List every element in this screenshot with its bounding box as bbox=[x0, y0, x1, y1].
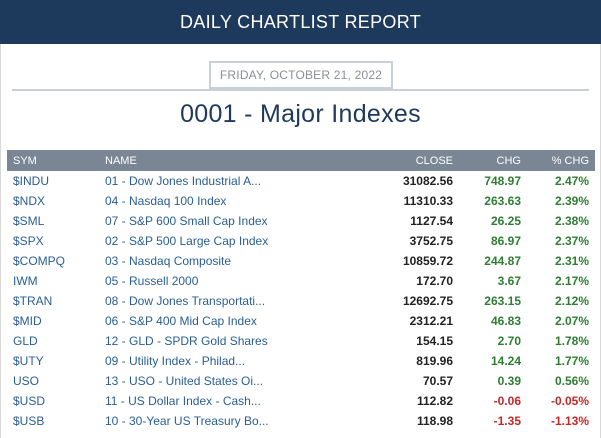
change-value: 263.63 bbox=[484, 194, 521, 208]
table-row[interactable]: $UTY 09 - Utility Index - Philad... 819.96… bbox=[7, 351, 595, 371]
index-name-link[interactable]: 06 - S&P 400 Mid Cap Index bbox=[105, 314, 257, 328]
symbol-link[interactable]: $COMPQ bbox=[13, 254, 66, 268]
percent-change-value: 2.31% bbox=[554, 254, 589, 268]
close-value: 819.96 bbox=[416, 354, 453, 368]
table-row[interactable]: $NDX 04 - Nasdaq 100 Index 11310.33 263.63 2… bbox=[7, 191, 595, 211]
change-value: 748.97 bbox=[484, 174, 521, 188]
symbol-link[interactable]: GLD bbox=[13, 334, 38, 348]
close-value: 11310.33 bbox=[403, 194, 453, 208]
index-name-link[interactable]: 10 - 30-Year US Treasury Bo... bbox=[105, 414, 269, 428]
table-row[interactable]: IWM 05 - Russell 2000 172.70 3.67 2.17% bbox=[7, 271, 595, 291]
date-divider bbox=[12, 89, 589, 91]
symbol-link[interactable]: $UTY bbox=[13, 354, 44, 368]
change-value: 244.87 bbox=[484, 254, 521, 268]
table-row[interactable]: $TRAN 08 - Dow Jones Transportati... 12692… bbox=[7, 291, 595, 311]
symbol-link[interactable]: $INDU bbox=[13, 174, 50, 188]
index-name-link[interactable]: 04 - Nasdaq 100 Index bbox=[105, 194, 227, 208]
table-row[interactable]: GLD 12 - GLD - SPDR Gold Shares 154.15 2.70… bbox=[7, 331, 595, 351]
change-value: 86.97 bbox=[490, 234, 521, 248]
column-header-close[interactable]: CLOSE bbox=[415, 154, 453, 167]
percent-change-value: -1.13% bbox=[550, 414, 589, 428]
percent-change-value: 0.56% bbox=[554, 374, 589, 388]
close-value: 31082.56 bbox=[402, 174, 453, 188]
percent-change-value: 1.78% bbox=[554, 334, 589, 348]
close-value: 118.98 bbox=[416, 414, 453, 428]
close-value: 2312.21 bbox=[409, 314, 453, 328]
index-name-link[interactable]: 05 - Russell 2000 bbox=[105, 274, 199, 288]
column-header-chg[interactable]: CHG bbox=[496, 154, 521, 167]
symbol-link[interactable]: IWM bbox=[13, 274, 38, 288]
index-name-link[interactable]: 01 - Dow Jones Industrial A... bbox=[105, 174, 262, 188]
change-value: 14.24 bbox=[490, 354, 521, 368]
close-value: 112.82 bbox=[416, 394, 453, 408]
index-name-link[interactable]: 02 - S&P 500 Large Cap Index bbox=[105, 234, 269, 248]
percent-change-value: 2.39% bbox=[554, 194, 589, 208]
close-value: 10859.72 bbox=[402, 254, 453, 268]
percent-change-value: 1.77% bbox=[554, 354, 589, 368]
percent-change-value: 2.37% bbox=[554, 234, 589, 248]
close-value: 1127.54 bbox=[410, 214, 453, 228]
change-value: 3.67 bbox=[497, 274, 521, 288]
index-name-link[interactable]: 07 - S&P 600 Small Cap Index bbox=[105, 214, 268, 228]
table-row[interactable]: $COMPQ 03 - Nasdaq Composite 10859.72 244.8… bbox=[7, 251, 595, 271]
table-row[interactable]: $USB 10 - 30-Year US Treasury Bo... 118.98… bbox=[7, 411, 595, 431]
index-name-link[interactable]: 12 - GLD - SPDR Gold Shares bbox=[105, 334, 268, 348]
symbol-link[interactable]: $USB bbox=[13, 414, 45, 428]
close-value: 70.57 bbox=[422, 374, 453, 388]
change-value: 2.70 bbox=[497, 334, 521, 348]
close-value: 154.15 bbox=[416, 334, 453, 348]
table-row[interactable]: USO 13 - USO - United States Oi... 70.57 0.… bbox=[7, 371, 595, 391]
change-value: -0.06 bbox=[493, 394, 521, 408]
percent-change-value: 2.12% bbox=[554, 294, 589, 308]
percent-change-value: 2.47% bbox=[554, 174, 589, 188]
table-row[interactable]: $SPX 02 - S&P 500 Large Cap Index 3752.75 8… bbox=[7, 231, 595, 251]
index-name-link[interactable]: 03 - Nasdaq Composite bbox=[105, 254, 232, 268]
chartlist-table: SYM NAME CLOSE CHG % CHG $INDU 01 - Dow J… bbox=[7, 150, 595, 431]
symbol-link[interactable]: $MID bbox=[13, 314, 42, 328]
close-value: 12692.75 bbox=[402, 294, 453, 308]
column-header-pct-chg[interactable]: % CHG bbox=[551, 154, 589, 167]
change-value: 46.83 bbox=[490, 314, 521, 328]
report-date: FRIDAY, OCTOBER 21, 2022 bbox=[209, 61, 393, 89]
close-value: 3752.75 bbox=[409, 234, 453, 248]
table-row[interactable]: $USD 11 - US Dollar Index - Cash... 112.82… bbox=[7, 391, 595, 411]
table-header-row: SYM NAME CLOSE CHG % CHG bbox=[7, 150, 595, 171]
column-header-name[interactable]: NAME bbox=[105, 154, 137, 167]
report-header-bar: DAILY CHARTLIST REPORT bbox=[0, 0, 601, 44]
change-value: 26.25 bbox=[490, 214, 521, 228]
chartlist-title: 0001 - Major Indexes bbox=[180, 100, 421, 128]
index-name-link[interactable]: 11 - US Dollar Index - Cash... bbox=[105, 394, 261, 408]
change-value: -1.35 bbox=[493, 414, 521, 428]
close-value: 172.70 bbox=[416, 274, 453, 288]
table-row[interactable]: $INDU 01 - Dow Jones Industrial A... 31082… bbox=[7, 171, 595, 191]
column-header-sym[interactable]: SYM bbox=[13, 154, 37, 167]
percent-change-value: 2.17% bbox=[554, 274, 589, 288]
symbol-link[interactable]: USO bbox=[13, 374, 40, 388]
symbol-link[interactable]: $SPX bbox=[13, 234, 44, 248]
percent-change-value: -0.05% bbox=[550, 394, 589, 408]
report-header-title: DAILY CHARTLIST REPORT bbox=[179, 11, 421, 32]
symbol-link[interactable]: $TRAN bbox=[13, 294, 53, 308]
index-name-link[interactable]: 08 - Dow Jones Transportati... bbox=[105, 294, 266, 308]
index-name-link[interactable]: 13 - USO - United States Oi... bbox=[105, 374, 264, 388]
table-row[interactable]: $SML 07 - S&P 600 Small Cap Index 1127.54 2… bbox=[7, 211, 595, 231]
table-row[interactable]: $MID 06 - S&P 400 Mid Cap Index 2312.21 46.… bbox=[7, 311, 595, 331]
symbol-link[interactable]: $SML bbox=[13, 214, 45, 228]
change-value: 263.15 bbox=[484, 294, 521, 308]
symbol-link[interactable]: $USD bbox=[13, 394, 46, 408]
change-value: 0.39 bbox=[497, 374, 521, 388]
percent-change-value: 2.07% bbox=[554, 314, 589, 328]
percent-change-value: 2.38% bbox=[554, 214, 589, 228]
index-name-link[interactable]: 09 - Utility Index - Philad... bbox=[105, 354, 246, 368]
symbol-link[interactable]: $NDX bbox=[13, 194, 46, 208]
